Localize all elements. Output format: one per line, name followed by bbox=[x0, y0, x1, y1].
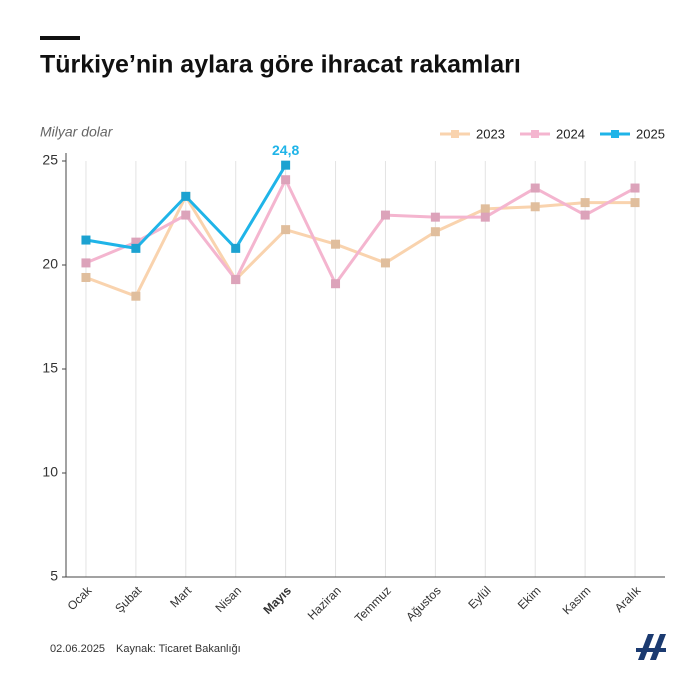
point bbox=[181, 210, 191, 220]
legend-swatch bbox=[531, 130, 539, 138]
legend-swatch bbox=[451, 130, 459, 138]
point bbox=[281, 225, 291, 235]
point bbox=[131, 291, 141, 301]
legend-label: 2024 bbox=[556, 126, 585, 141]
y-tick-label: 5 bbox=[50, 568, 58, 584]
legend-swatch bbox=[611, 130, 619, 138]
chart-title: Türkiye’nin aylara göre ihracat rakamlar… bbox=[40, 51, 521, 79]
point bbox=[530, 183, 540, 193]
series-line bbox=[85, 194, 636, 298]
point bbox=[281, 160, 291, 170]
point bbox=[480, 204, 490, 214]
point bbox=[480, 212, 490, 222]
x-tick-label: Nisan bbox=[212, 583, 244, 615]
point bbox=[231, 243, 241, 253]
point bbox=[630, 198, 640, 208]
legend-label: 2025 bbox=[636, 126, 665, 141]
point bbox=[580, 198, 590, 208]
point bbox=[380, 210, 390, 220]
x-tick-label: Haziran bbox=[305, 583, 344, 622]
point bbox=[430, 227, 440, 237]
x-tick-label: Temmuz bbox=[352, 583, 394, 625]
series-line bbox=[85, 178, 636, 286]
point bbox=[380, 258, 390, 268]
logo bbox=[636, 634, 666, 660]
x-tick-label: Eylül bbox=[465, 583, 493, 611]
x-tick-label: Mart bbox=[167, 583, 194, 610]
source: Kaynak: Ticaret Bakanlığı bbox=[116, 643, 241, 655]
point bbox=[281, 175, 291, 185]
point bbox=[630, 183, 640, 193]
point bbox=[580, 210, 590, 220]
y-tick-label: 20 bbox=[42, 256, 58, 272]
point bbox=[231, 275, 241, 285]
y-tick-label: 10 bbox=[42, 464, 58, 480]
point bbox=[81, 272, 91, 282]
x-tick-label: Ekim bbox=[515, 583, 544, 612]
y-tick-label: 25 bbox=[42, 152, 58, 168]
point bbox=[530, 202, 540, 212]
point bbox=[131, 243, 141, 253]
point bbox=[81, 235, 91, 245]
x-tick-label: Aralık bbox=[612, 583, 644, 615]
point bbox=[430, 212, 440, 222]
title-bar bbox=[40, 36, 80, 40]
x-tick-label: Ağustos bbox=[403, 583, 444, 624]
point bbox=[331, 239, 341, 249]
point bbox=[81, 258, 91, 268]
data-label: 24,8 bbox=[272, 142, 299, 158]
x-tick-label: Ocak bbox=[65, 583, 95, 613]
x-tick-label: Şubat bbox=[112, 583, 145, 616]
y-tick-label: 15 bbox=[42, 360, 58, 376]
point bbox=[181, 191, 191, 201]
point bbox=[331, 279, 341, 289]
x-tick-label: Kasım bbox=[560, 583, 594, 617]
legend-label: 2023 bbox=[476, 126, 505, 141]
date: 02.06.2025 bbox=[50, 643, 105, 655]
x-tick-label: Mayıs bbox=[261, 583, 295, 617]
y-axis-label: Milyar dolar bbox=[40, 124, 114, 140]
